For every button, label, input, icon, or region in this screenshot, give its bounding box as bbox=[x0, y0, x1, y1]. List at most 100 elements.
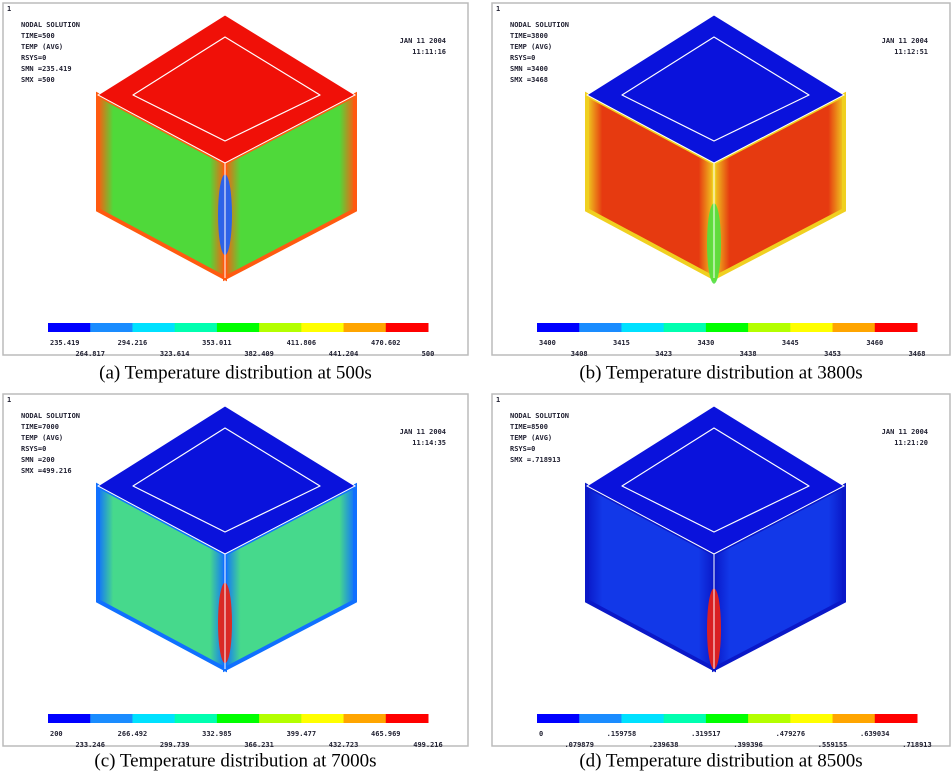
date: JAN 11 2004 bbox=[400, 428, 446, 436]
legend-swatch bbox=[790, 714, 834, 723]
legend-label: 323.614 bbox=[160, 350, 190, 358]
legend-label: .718913 bbox=[902, 741, 932, 749]
legend-label: 382.409 bbox=[244, 350, 274, 358]
time: 11:21:20 bbox=[894, 439, 928, 447]
legend-swatch bbox=[385, 714, 429, 723]
legend-label: 399.477 bbox=[287, 730, 317, 738]
info-line: NODAL SOLUTION bbox=[21, 412, 80, 420]
legend-label: 3453 bbox=[824, 350, 841, 358]
panel: 1 NODAL SOLUTION TIME=8500 TEMP (AVG) RSYS=0… bbox=[491, 393, 951, 749]
legend-swatch bbox=[343, 714, 387, 723]
legend-label: 233.246 bbox=[75, 741, 105, 749]
info-line: SMN =200 bbox=[21, 456, 55, 464]
panel-index: 1 bbox=[496, 396, 500, 404]
legend-swatch bbox=[259, 714, 302, 723]
caption: (b) Temperature distribution at 3800s bbox=[579, 362, 862, 383]
legend-label: 3415 bbox=[613, 339, 630, 347]
time: 11:12:51 bbox=[894, 48, 928, 56]
legend-swatch bbox=[663, 323, 707, 332]
legend-swatch bbox=[663, 714, 707, 723]
legend-swatch bbox=[301, 714, 345, 723]
legend-swatch bbox=[748, 323, 791, 332]
legend-swatch bbox=[48, 323, 91, 332]
inner-outline bbox=[621, 36, 810, 142]
legend-label: 500 bbox=[422, 350, 435, 358]
legend-swatch bbox=[90, 714, 133, 723]
legend-swatch bbox=[874, 714, 918, 723]
legend-label: 0 bbox=[539, 730, 543, 738]
panel: 1 NODAL SOLUTION TIME=7000 TEMP (AVG) RSYS=0… bbox=[2, 393, 469, 749]
info-line: TIME=7000 bbox=[21, 423, 59, 431]
legend-swatch bbox=[174, 323, 218, 332]
legend-label: 3438 bbox=[740, 350, 757, 358]
time: 11:11:16 bbox=[412, 48, 446, 56]
legend-label: 411.806 bbox=[287, 339, 317, 347]
cube-top-face bbox=[97, 405, 357, 555]
inner-outline bbox=[621, 427, 810, 533]
info-line: SMN =3400 bbox=[510, 65, 548, 73]
panel-index: 1 bbox=[7, 396, 11, 404]
legend-swatch bbox=[621, 323, 665, 332]
legend-swatch bbox=[874, 323, 918, 332]
info-line: SMX =500 bbox=[21, 76, 55, 84]
legend-swatch bbox=[385, 323, 429, 332]
cube-top-face bbox=[586, 14, 846, 164]
legend-label: 3460 bbox=[866, 339, 883, 347]
info-line: TEMP (AVG) bbox=[510, 43, 552, 51]
info-line: SMX =499.216 bbox=[21, 467, 72, 475]
legend-swatch bbox=[621, 714, 665, 723]
info-line: TIME=500 bbox=[21, 32, 55, 40]
legend-label: .559155 bbox=[818, 741, 848, 749]
legend-label: 3430 bbox=[697, 339, 714, 347]
inner-outline bbox=[132, 427, 321, 533]
legend-label: 499.216 bbox=[413, 741, 443, 749]
legend-swatch bbox=[579, 323, 622, 332]
date: JAN 11 2004 bbox=[882, 37, 928, 45]
legend-swatch bbox=[579, 714, 622, 723]
legend-label: 3423 bbox=[655, 350, 672, 358]
caption: (d) Temperature distribution at 8500s bbox=[579, 750, 862, 771]
legend-label: 3468 bbox=[909, 350, 926, 358]
caption: (c) Temperature distribution at 7000s bbox=[94, 750, 376, 771]
legend-label: .479276 bbox=[776, 730, 806, 738]
legend-swatch bbox=[132, 714, 176, 723]
legend-label: .399396 bbox=[733, 741, 763, 749]
legend-label: 470.602 bbox=[371, 339, 401, 347]
legend-label: .639034 bbox=[860, 730, 890, 738]
date: JAN 11 2004 bbox=[400, 37, 446, 45]
info-line: SMX =.718913 bbox=[510, 456, 561, 464]
legend-swatch bbox=[705, 323, 749, 332]
date: JAN 11 2004 bbox=[882, 428, 928, 436]
panel-index: 1 bbox=[496, 5, 500, 13]
legend-swatch bbox=[216, 323, 260, 332]
legend-label: 432.723 bbox=[329, 741, 359, 749]
legend-label: .159758 bbox=[607, 730, 637, 738]
legend-label: 299.739 bbox=[160, 741, 190, 749]
legend-label: 294.216 bbox=[118, 339, 148, 347]
info-line: RSYS=0 bbox=[510, 54, 535, 62]
info-line: RSYS=0 bbox=[510, 445, 535, 453]
legend-swatch bbox=[790, 323, 834, 332]
caption: (a) Temperature distribution at 500s bbox=[99, 362, 372, 383]
cube-top-face bbox=[586, 405, 846, 555]
legend-swatch bbox=[832, 323, 876, 332]
legend-label: .079879 bbox=[564, 741, 594, 749]
inner-outline bbox=[132, 36, 321, 142]
legend-label: 441.204 bbox=[329, 350, 359, 358]
legend-label: .319517 bbox=[691, 730, 721, 738]
legend-swatch bbox=[343, 323, 387, 332]
info-line: TIME=3800 bbox=[510, 32, 548, 40]
info-line: TIME=8500 bbox=[510, 423, 548, 431]
legend-swatch bbox=[705, 714, 749, 723]
legend-swatch bbox=[748, 714, 791, 723]
legend-swatch bbox=[216, 714, 260, 723]
panel-index: 1 bbox=[7, 5, 11, 13]
legend-label: 332.985 bbox=[202, 730, 232, 738]
info-line: SMN =235.419 bbox=[21, 65, 72, 73]
legend-label: 264.817 bbox=[75, 350, 105, 358]
info-line: TEMP (AVG) bbox=[510, 434, 552, 442]
legend-label: 235.419 bbox=[50, 339, 80, 347]
info-line: NODAL SOLUTION bbox=[510, 21, 569, 29]
legend-label: 353.011 bbox=[202, 339, 232, 347]
